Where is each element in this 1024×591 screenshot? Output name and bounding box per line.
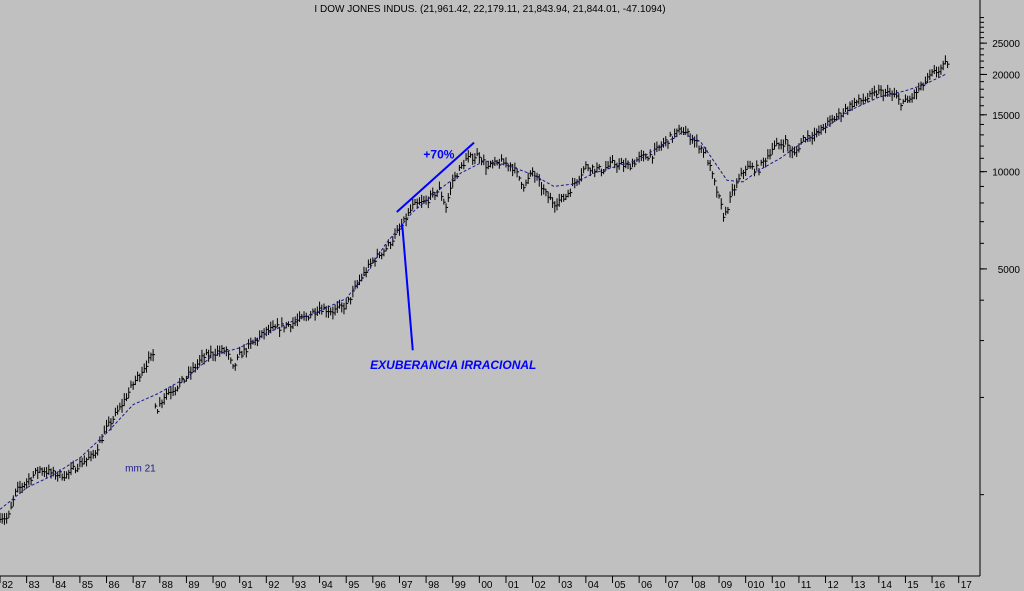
x-tick-label: 00 [481, 580, 493, 591]
x-tick-label: 010 [748, 580, 765, 591]
y-tick-label: 20000 [992, 70, 1020, 81]
x-tick-label: 94 [322, 580, 334, 591]
x-tick-label: 14 [881, 580, 893, 591]
moving-average-path [0, 73, 946, 510]
x-tick-label: 16 [934, 580, 946, 591]
x-tick-label: 85 [82, 580, 94, 591]
moving-average-line [0, 73, 946, 510]
annotation-label: +70% [423, 147, 454, 161]
x-tick-label: 86 [109, 580, 121, 591]
x-tick-label: 92 [268, 580, 280, 591]
x-tick-label: 13 [854, 580, 866, 591]
y-tick-label: 5000 [998, 265, 1021, 276]
x-tick-label: 87 [135, 580, 147, 591]
x-tick-label: 89 [188, 580, 200, 591]
x-tick-label: 97 [401, 580, 413, 591]
x-tick-label: 84 [55, 580, 67, 591]
x-tick-label: 05 [615, 580, 627, 591]
y-tick-label: 25000 [992, 39, 1020, 50]
x-tick-label: 88 [162, 580, 174, 591]
x-tick-label: 08 [694, 580, 706, 591]
trend-line [396, 141, 475, 213]
x-tick-label: 17 [961, 580, 973, 591]
x-tick-label: 82 [2, 580, 14, 591]
x-tick-label: 06 [641, 580, 653, 591]
x-tick-label: 11 [801, 580, 812, 591]
annotation-label: mm 21 [125, 463, 156, 474]
x-tick-label: 09 [721, 580, 733, 591]
x-tick-label: 15 [907, 580, 919, 591]
x-tick-label: 90 [215, 580, 227, 591]
x-tick-label: 01 [508, 580, 520, 591]
x-tick-label: 91 [242, 580, 254, 591]
x-tick-label: 93 [295, 580, 307, 591]
x-tick-label: 99 [455, 580, 467, 591]
y-tick-label: 10000 [992, 168, 1020, 179]
x-tick-label: 95 [348, 580, 360, 591]
x-tick-label: 03 [561, 580, 573, 591]
x-tick-label: 98 [428, 580, 440, 591]
annotations: +70% EXUBERANCIA IRRACIONAL mm 21 [125, 141, 536, 474]
x-tick-label: 07 [668, 580, 680, 591]
x-tick-label: 83 [29, 580, 41, 591]
x-tick-label: 10 [774, 580, 786, 591]
annotation-label: EXUBERANCIA IRRACIONAL [370, 358, 536, 372]
x-tick-label: 12 [828, 580, 840, 591]
chart-title: I DOW JONES INDUS. (21,961.42, 22,179.11… [314, 4, 665, 15]
y-tick-label: 15000 [992, 111, 1020, 122]
x-tick-label: 02 [535, 580, 547, 591]
x-tick-label: 04 [588, 580, 600, 591]
annotation-pointer [401, 223, 414, 351]
x-tick-label: 96 [375, 580, 387, 591]
